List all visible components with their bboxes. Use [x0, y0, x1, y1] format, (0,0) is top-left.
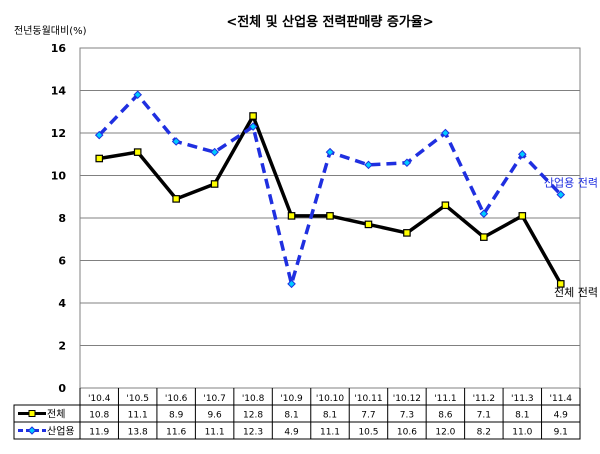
data-label: 11.1 [205, 428, 225, 438]
data-point [95, 154, 104, 163]
data-point [248, 122, 258, 131]
x-tick-label: '10.6 [165, 394, 188, 404]
data-label: 4.9 [284, 428, 299, 438]
y-axis-label: 전년동월대비(%) [14, 25, 87, 37]
data-label: 13.8 [128, 428, 148, 438]
data-point [249, 112, 257, 120]
y-tick-label: 8 [58, 212, 66, 225]
series-annotation: 전체 전력 [554, 286, 598, 299]
data-point [441, 128, 450, 138]
data-label: 8.1 [284, 411, 298, 421]
data-label: 9.6 [207, 411, 222, 421]
data-label: 10.5 [358, 428, 378, 438]
x-tick-label: '11.2 [473, 394, 496, 404]
data-point [556, 190, 566, 199]
x-tick-label: '10.11 [354, 394, 382, 404]
y-tick-label: 12 [51, 127, 66, 140]
legend-key-marker [27, 426, 37, 435]
data-point [402, 158, 412, 168]
data-point [518, 149, 527, 159]
data-label: 12.0 [435, 428, 455, 438]
y-tick-label: 4 [58, 297, 66, 310]
y-tick-label: 10 [51, 170, 67, 183]
data-label: 8.2 [477, 428, 491, 438]
x-tick-label: '10.4 [88, 394, 111, 404]
series-annotation: 산업용 전력 [544, 177, 598, 190]
data-point [172, 195, 180, 203]
x-tick-label: '11.1 [434, 394, 457, 404]
legend-label: 전체 [47, 409, 65, 421]
data-label: 11.0 [512, 428, 532, 438]
y-tick-label: 14 [51, 85, 67, 98]
data-label: 11.9 [89, 428, 109, 438]
data-point [556, 280, 565, 288]
data-label: 8.6 [438, 411, 453, 421]
data-label: 8.9 [169, 411, 184, 421]
x-tick-label: '10.5 [126, 394, 149, 404]
data-point [364, 160, 373, 170]
y-tick-label: 16 [51, 42, 67, 55]
chart-title: <전체 및 산업용 전력판매량 증가율> [226, 14, 433, 30]
data-label: 8.1 [515, 411, 529, 421]
data-label: 11.1 [320, 428, 340, 438]
data-point [441, 201, 450, 210]
x-tick-label: '11.3 [511, 394, 534, 404]
data-point [325, 147, 335, 157]
legend-label: 산업용 [47, 425, 75, 438]
data-label: 7.1 [477, 411, 491, 421]
data-point [287, 212, 296, 220]
data-label: 10.6 [397, 428, 417, 438]
data-point [287, 279, 296, 289]
data-label: 12.8 [243, 411, 263, 421]
data-point [518, 212, 527, 220]
y-tick-label: 2 [58, 340, 66, 353]
x-tick-label: '10.8 [242, 394, 265, 404]
x-tick-label: '10.9 [280, 394, 303, 404]
x-tick-label: '10.10 [316, 394, 345, 404]
data-label: 11.1 [128, 411, 148, 421]
x-tick-label: '10.12 [393, 394, 421, 404]
data-label: 7.7 [361, 411, 375, 421]
data-point [210, 180, 219, 188]
data-point [480, 233, 488, 241]
y-tick-label: 0 [58, 382, 66, 395]
data-point [94, 130, 104, 140]
data-label: 9.1 [554, 428, 568, 438]
x-tick-label: '10.7 [203, 394, 226, 404]
data-point [364, 220, 373, 229]
data-label: 12.3 [243, 428, 263, 438]
x-tick-label: '11.4 [550, 394, 573, 404]
data-point [133, 148, 142, 156]
data-point [210, 147, 219, 157]
data-label: 10.8 [89, 411, 109, 421]
data-label: 7.3 [400, 411, 414, 421]
data-point [403, 229, 411, 237]
legend-key-marker [28, 410, 36, 417]
data-point [326, 212, 334, 220]
data-point [171, 137, 181, 146]
data-label: 8.1 [323, 411, 337, 421]
data-label: 11.6 [166, 428, 186, 438]
data-label: 4.9 [554, 411, 569, 421]
y-tick-label: 6 [58, 255, 66, 268]
data-point [479, 209, 489, 219]
data-point [133, 90, 142, 100]
